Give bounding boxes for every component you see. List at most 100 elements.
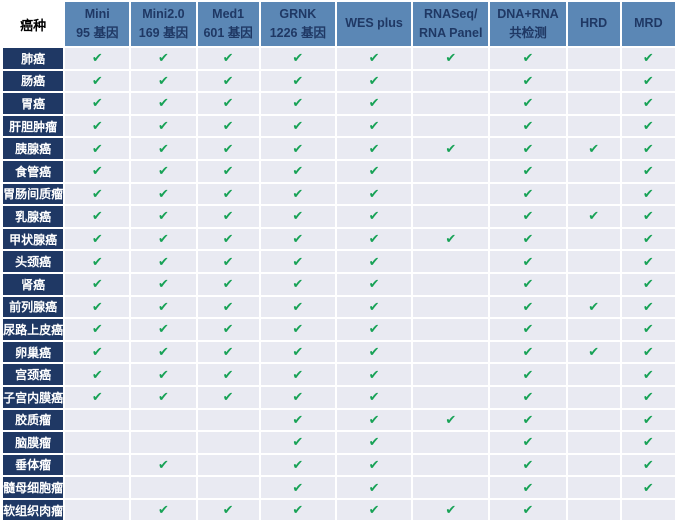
cell-empty-mini-95	[65, 454, 130, 476]
cell-checked-rnaseq-panel: ✔	[413, 409, 489, 431]
check-icon: ✔	[222, 253, 234, 269]
cell-empty-mini2-169	[131, 432, 196, 453]
cell-checked-med1-601: ✔	[197, 273, 259, 295]
check-icon: ✔	[91, 118, 103, 134]
cell-checked-dna-rna: ✔	[490, 386, 566, 408]
cell-checked-grnk-1226: ✔	[260, 364, 335, 385]
check-icon: ✔	[222, 140, 234, 156]
check-icon: ✔	[522, 50, 534, 66]
cell-empty-rnaseq-panel	[413, 432, 489, 453]
header-row: 癌种 Mini 95 基因 Mini2.0 169 基因 Med1 601 基因 GRNK 12…	[3, 2, 675, 46]
table-row: 肠癌 ✔ ✔ ✔ ✔ ✔ ✔ ✔	[3, 70, 675, 92]
cell-checked-hrd: ✔	[567, 138, 620, 159]
table-row: 食管癌 ✔ ✔ ✔ ✔ ✔ ✔ ✔	[3, 160, 675, 182]
check-icon: ✔	[292, 163, 304, 179]
check-icon: ✔	[642, 389, 654, 405]
cell-checked-grnk-1226: ✔	[260, 183, 335, 205]
check-icon: ✔	[642, 479, 654, 495]
table-row: 胶质瘤 ✔ ✔ ✔ ✔ ✔	[3, 409, 675, 431]
cell-checked-hrd: ✔	[567, 341, 620, 363]
check-icon: ✔	[642, 95, 654, 111]
column-header-line2: 1226 基因	[269, 26, 326, 40]
cell-empty-rnaseq-panel	[413, 206, 489, 227]
check-icon: ✔	[445, 502, 457, 518]
check-icon: ✔	[91, 50, 103, 66]
cell-empty-hrd	[567, 251, 620, 272]
check-icon: ✔	[368, 253, 380, 269]
cell-checked-mini-95: ✔	[65, 115, 130, 137]
cell-checked-mrd: ✔	[621, 228, 675, 250]
cell-checked-grnk-1226: ✔	[260, 341, 335, 363]
cell-checked-wes-plus: ✔	[336, 432, 412, 453]
cell-checked-wes-plus: ✔	[336, 319, 412, 340]
check-icon: ✔	[368, 389, 380, 405]
cell-empty-hrd	[567, 386, 620, 408]
check-icon: ✔	[522, 344, 534, 360]
check-icon: ✔	[292, 434, 304, 450]
check-icon: ✔	[292, 344, 304, 360]
row-label: 子宫内膜癌	[3, 386, 64, 408]
check-icon: ✔	[445, 140, 457, 156]
check-icon: ✔	[222, 298, 234, 314]
cell-checked-dna-rna: ✔	[490, 251, 566, 272]
cell-empty-rnaseq-panel	[413, 115, 489, 137]
check-icon: ✔	[158, 366, 169, 382]
check-icon: ✔	[368, 95, 380, 111]
table-row: 脑膜瘤 ✔ ✔ ✔ ✔	[3, 432, 675, 453]
cell-empty-hrd	[567, 477, 620, 498]
check-icon: ✔	[642, 276, 654, 292]
cell-checked-mini-95: ✔	[65, 48, 130, 69]
check-icon: ✔	[642, 208, 654, 224]
check-icon: ✔	[368, 163, 380, 179]
cell-checked-mrd: ✔	[621, 70, 675, 92]
table-row: 宫颈癌 ✔ ✔ ✔ ✔ ✔ ✔ ✔	[3, 364, 675, 385]
column-header-line2: 共检测	[509, 26, 547, 40]
cell-checked-med1-601: ✔	[197, 228, 259, 250]
column-header-line2: RNA Panel	[419, 26, 483, 40]
cell-checked-mini2-169: ✔	[131, 115, 196, 137]
row-label: 脑膜瘤	[3, 432, 64, 453]
check-icon: ✔	[158, 185, 169, 201]
cell-checked-hrd: ✔	[567, 296, 620, 318]
check-icon: ✔	[158, 118, 169, 134]
check-icon: ✔	[292, 411, 304, 427]
column-header-line2: 169 基因	[138, 26, 189, 40]
check-icon: ✔	[158, 253, 169, 269]
cell-checked-mini2-169: ✔	[131, 93, 196, 114]
check-icon: ✔	[522, 95, 534, 111]
cell-checked-med1-601: ✔	[197, 251, 259, 272]
check-icon: ✔	[158, 502, 169, 518]
row-label: 食管癌	[3, 160, 64, 182]
table-row: 胰腺癌 ✔ ✔ ✔ ✔ ✔ ✔ ✔ ✔ ✔	[3, 138, 675, 159]
cell-checked-mini2-169: ✔	[131, 206, 196, 227]
cell-checked-dna-rna: ✔	[490, 364, 566, 385]
cell-checked-grnk-1226: ✔	[260, 206, 335, 227]
check-icon: ✔	[368, 72, 380, 88]
cell-empty-rnaseq-panel	[413, 160, 489, 182]
cell-empty-rnaseq-panel	[413, 364, 489, 385]
cell-checked-mini-95: ✔	[65, 160, 130, 182]
row-label: 胃癌	[3, 93, 64, 114]
cell-checked-mrd: ✔	[621, 409, 675, 431]
cell-checked-mrd: ✔	[621, 160, 675, 182]
cell-checked-mini2-169: ✔	[131, 138, 196, 159]
cell-checked-med1-601: ✔	[197, 115, 259, 137]
cell-checked-med1-601: ✔	[197, 160, 259, 182]
check-icon: ✔	[642, 253, 654, 269]
cell-checked-dna-rna: ✔	[490, 228, 566, 250]
cell-empty-hrd	[567, 70, 620, 92]
check-icon: ✔	[522, 72, 534, 88]
row-label: 甲状腺癌	[3, 228, 64, 250]
row-label: 肝胆肿瘤	[3, 115, 64, 137]
cell-empty-med1-601	[197, 454, 259, 476]
cell-checked-dna-rna: ✔	[490, 160, 566, 182]
check-icon: ✔	[368, 502, 380, 518]
cell-checked-mini-95: ✔	[65, 251, 130, 272]
cell-empty-hrd	[567, 183, 620, 205]
check-icon: ✔	[522, 434, 534, 450]
check-icon: ✔	[91, 253, 103, 269]
cell-checked-dna-rna: ✔	[490, 48, 566, 69]
cell-checked-mini-95: ✔	[65, 341, 130, 363]
check-icon: ✔	[642, 456, 654, 472]
